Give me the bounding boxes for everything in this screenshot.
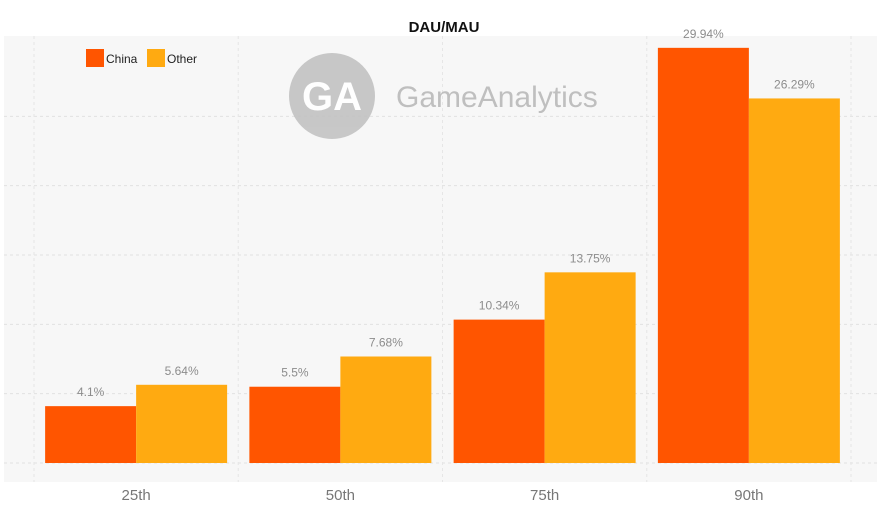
legend-label-china: China xyxy=(106,52,138,66)
watermark-brand-text: GameAnalytics xyxy=(396,81,598,114)
value-label: 5.64% xyxy=(165,364,199,378)
bar-china-25th xyxy=(45,406,137,463)
bar-other-90th xyxy=(748,98,840,463)
watermark: GA GameAnalytics xyxy=(289,53,598,139)
value-label: 7.68% xyxy=(369,336,403,350)
legend: China Other xyxy=(86,49,197,67)
chart-title: DAU/MAU xyxy=(408,19,480,36)
watermark-logo-text: GA xyxy=(302,75,362,119)
bar-china-90th xyxy=(657,47,749,463)
bar-other-75th xyxy=(544,272,636,463)
value-label: 5.5% xyxy=(281,366,309,380)
legend-swatch-china xyxy=(86,49,104,67)
bar-china-75th xyxy=(453,319,545,463)
bar-other-50th xyxy=(340,356,432,463)
x-tick-label: 90th xyxy=(734,487,763,504)
bar-china-50th xyxy=(249,386,341,463)
value-label: 13.75% xyxy=(570,251,611,265)
game-analytics-logo-icon xyxy=(289,53,375,139)
value-label: 29.94% xyxy=(683,27,724,41)
x-tick-label: 75th xyxy=(530,487,559,504)
x-tick-label: 50th xyxy=(326,487,355,504)
bar-other-25th xyxy=(136,384,228,463)
bars xyxy=(45,47,840,463)
value-label: 4.1% xyxy=(77,385,105,399)
value-labels: 4.1% 5.64% 5.5% 7.68% 10.34% 13.75% 29.94% 26.2… xyxy=(77,27,815,399)
legend-swatch-other xyxy=(147,49,165,67)
value-label: 26.29% xyxy=(774,77,815,91)
x-tick-labels: 25th 50th 75th 90th xyxy=(122,487,764,504)
legend-label-other: Other xyxy=(167,52,197,66)
x-tick-label: 25th xyxy=(122,487,151,504)
value-label: 10.34% xyxy=(479,299,520,313)
